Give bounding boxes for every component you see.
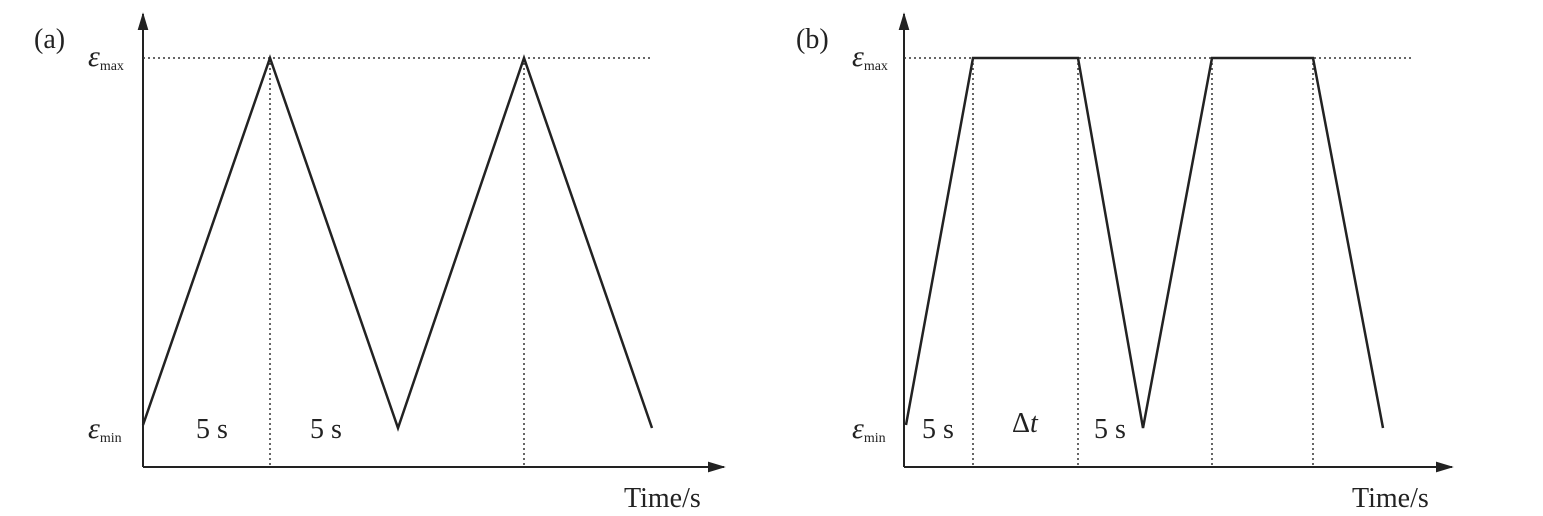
duration-label: 5 s — [1094, 414, 1126, 445]
x-axis-label: Time/s — [624, 483, 701, 514]
waveform — [904, 56, 1385, 429]
dwell-label: Δt — [1012, 408, 1039, 439]
panel-label: (b) — [796, 24, 829, 55]
y-min-label: εmin — [852, 412, 886, 446]
duration-label: 5 s — [196, 414, 228, 445]
waveform — [141, 54, 654, 432]
duration-label: 5 s — [310, 414, 342, 445]
x-axis-label: Time/s — [1352, 483, 1429, 514]
duration-label: 5 s — [922, 414, 954, 445]
y-max-label: εmax — [88, 40, 124, 74]
y-min-label: εmin — [88, 412, 122, 446]
panel-a: (a) εmax εmin 5 s 5 s Time/s — [34, 12, 726, 514]
panel-b: (b) εmax εmin 5 s Δt 5 s Time/s — [796, 12, 1454, 514]
y-max-label: εmax — [852, 40, 888, 74]
panel-label: (a) — [34, 24, 65, 55]
